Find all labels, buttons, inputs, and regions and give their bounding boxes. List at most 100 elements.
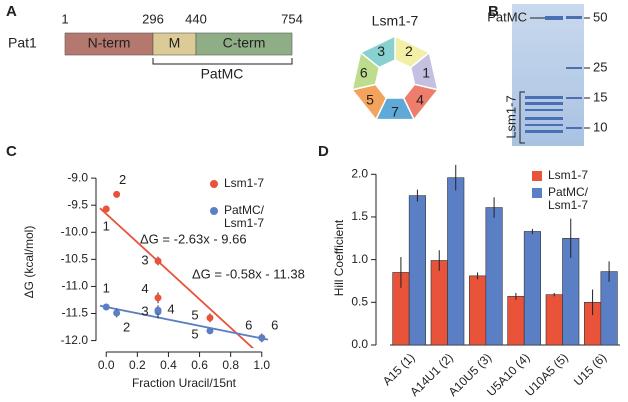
- y-axis-label: Hill Coefficient: [332, 219, 346, 296]
- ring-title: Lsm1-7: [372, 13, 419, 29]
- point-label: 4: [167, 302, 174, 317]
- legend-label: Lsm1-7: [224, 176, 265, 190]
- panel-label: B: [488, 3, 499, 20]
- point-label: 3: [141, 303, 148, 318]
- point-label: 3: [141, 252, 148, 267]
- bracket: [152, 58, 293, 65]
- x-axis-label: Fraction Uracil/15nt: [132, 376, 237, 390]
- y-tick-label: -11.0: [62, 279, 89, 293]
- point: [206, 327, 214, 335]
- band: [525, 102, 563, 105]
- legend-marker: [210, 207, 218, 215]
- fit-equation: ΔG = -0.58x - 11.38: [192, 266, 305, 281]
- subunit-label: 1: [422, 65, 430, 81]
- y-tick-label: 0.0: [351, 337, 368, 351]
- legend-marker: [210, 180, 218, 188]
- marker-label: 10: [593, 119, 607, 134]
- position-label: 440: [185, 11, 207, 26]
- domain-label: N-term: [88, 35, 131, 51]
- gel-bands: [525, 16, 582, 133]
- fit-equation: ΔG = -2.63x - 9.66: [140, 231, 247, 246]
- y-tick-label: 0.5: [351, 294, 368, 308]
- bar: [523, 231, 541, 346]
- band: [566, 67, 582, 69]
- bracket-label: PatMC: [201, 66, 244, 82]
- y-tick-label: -10.5: [61, 252, 89, 266]
- subunit-label: 7: [391, 104, 399, 120]
- point-label: 2: [123, 319, 130, 334]
- position-label: 296: [142, 11, 164, 26]
- bar: [430, 260, 448, 346]
- bracket: [519, 91, 525, 144]
- legend-marker: [532, 171, 542, 181]
- domain-label: C-term: [223, 35, 266, 51]
- subunit-label: 5: [366, 92, 374, 108]
- x-tick-label: 1.0: [253, 358, 270, 372]
- x-tick-label: A15 (1): [380, 350, 418, 388]
- bar: [469, 275, 487, 346]
- subunit-label: 4: [416, 92, 424, 108]
- point: [113, 309, 121, 317]
- band: [525, 130, 563, 133]
- x-tick-label: 0.6: [191, 358, 208, 372]
- x-tick-label: 0.2: [129, 358, 146, 372]
- panel-label: A: [6, 3, 17, 20]
- bar: [447, 177, 465, 346]
- point-label: 5: [191, 307, 198, 322]
- bar: [545, 294, 563, 346]
- ring-subunit: [359, 34, 396, 69]
- band: [525, 96, 563, 99]
- x-tick-label: 0.4: [160, 358, 177, 372]
- legend-marker: [532, 188, 542, 198]
- lane-label: Lsm1-7: [503, 95, 518, 138]
- y-tick-label: 2.0: [351, 166, 368, 180]
- band: [525, 109, 563, 111]
- point: [102, 205, 110, 213]
- band: [566, 127, 582, 129]
- y-tick-label: -9.5: [67, 197, 88, 211]
- y-tick-label: 1.0: [351, 252, 368, 266]
- point: [102, 303, 110, 311]
- point-label: 5: [191, 326, 198, 341]
- marker-label: 15: [593, 89, 607, 104]
- point: [154, 294, 162, 302]
- panel-label: D: [318, 143, 329, 160]
- y-tick-label: -9.0: [67, 170, 88, 184]
- marker-label: 50: [593, 9, 607, 24]
- point-label: 1: [103, 218, 110, 233]
- y-tick-label: 1.5: [351, 209, 368, 223]
- position-label: 1: [61, 11, 68, 26]
- band: [566, 97, 582, 99]
- point-label: 1: [103, 280, 110, 295]
- point-label: 6: [271, 317, 278, 332]
- subunit-label: 6: [360, 65, 368, 81]
- subunit-label: 3: [377, 43, 385, 59]
- bar: [600, 271, 618, 346]
- point: [206, 314, 214, 322]
- bar: [408, 195, 426, 346]
- legend-label: PatMC/ Lsm1-7: [224, 203, 265, 230]
- panel-label: C: [6, 143, 17, 160]
- band: [525, 124, 563, 126]
- position-label: 754: [281, 11, 303, 26]
- point-label: 2: [119, 172, 126, 187]
- point: [154, 306, 162, 314]
- fit-line: [99, 207, 255, 348]
- domain: [195, 32, 293, 56]
- gel: [512, 4, 584, 146]
- protein-name: Pat1: [8, 35, 37, 51]
- x-tick-label: 0.0: [98, 358, 115, 372]
- band: [545, 16, 563, 20]
- y-axis-label: ΔG (kcal/mol): [22, 226, 36, 299]
- fit-line: [99, 304, 269, 341]
- band: [525, 117, 563, 120]
- band: [566, 16, 582, 19]
- point: [113, 190, 121, 198]
- band-label: PatMC: [487, 9, 527, 24]
- point-label: 4: [141, 281, 148, 296]
- x-tick-label: U15 (6): [571, 350, 609, 388]
- y-tick-label: -12.0: [61, 333, 89, 347]
- y-tick-label: -10.0: [61, 224, 89, 238]
